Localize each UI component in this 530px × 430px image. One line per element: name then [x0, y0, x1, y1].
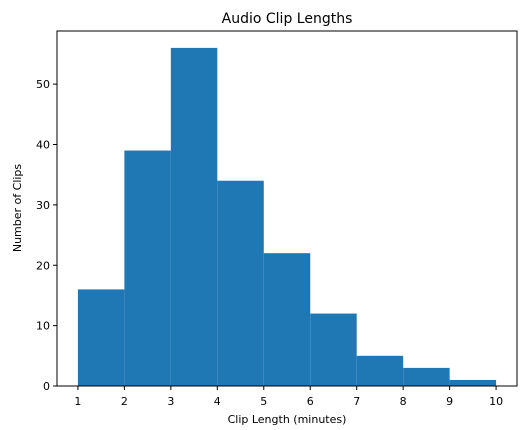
- bar-bin-6-7: [310, 313, 357, 386]
- x-tick-label: 6: [307, 395, 314, 408]
- y-axis-ticks: 0 10 20 30 40 50: [36, 78, 57, 393]
- x-tick-label: 2: [121, 395, 128, 408]
- bar-bin-9-10: [449, 379, 497, 386]
- y-axis-label: Number of Clips: [11, 164, 24, 253]
- x-tick-label: 7: [353, 395, 360, 408]
- plot-frame: [56, 30, 518, 387]
- y-tick-label: 10: [36, 320, 50, 333]
- y-tick-label: 0: [43, 380, 50, 393]
- x-tick-label: 4: [214, 395, 221, 408]
- x-axis-ticks: 1 2 3 4 5 6 7 8 9 10: [74, 386, 503, 408]
- bars-group: [77, 47, 497, 387]
- x-tick-label: 9: [446, 395, 453, 408]
- x-tick-label: 8: [400, 395, 407, 408]
- y-tick-label: 50: [36, 78, 50, 91]
- x-axis-label: Clip Length (minutes): [228, 413, 347, 426]
- bar-bin-5-6: [263, 253, 311, 386]
- bar-bin-3-4: [170, 47, 218, 387]
- bar-bin-4-5: [217, 180, 264, 386]
- y-tick-label: 40: [36, 139, 50, 152]
- bar-bin-7-8: [356, 355, 404, 386]
- x-tick-label: 5: [260, 395, 267, 408]
- chart-title: Audio Clip Lengths: [222, 11, 353, 27]
- x-tick-label: 3: [167, 395, 174, 408]
- y-tick-label: 20: [36, 259, 50, 272]
- bar-bin-8-9: [403, 367, 450, 386]
- bar-bin-1-2: [77, 289, 125, 386]
- x-tick-label: 10: [489, 395, 503, 408]
- x-tick-label: 1: [74, 395, 81, 408]
- y-tick-label: 30: [36, 199, 50, 212]
- bar-bin-2-3: [124, 150, 171, 386]
